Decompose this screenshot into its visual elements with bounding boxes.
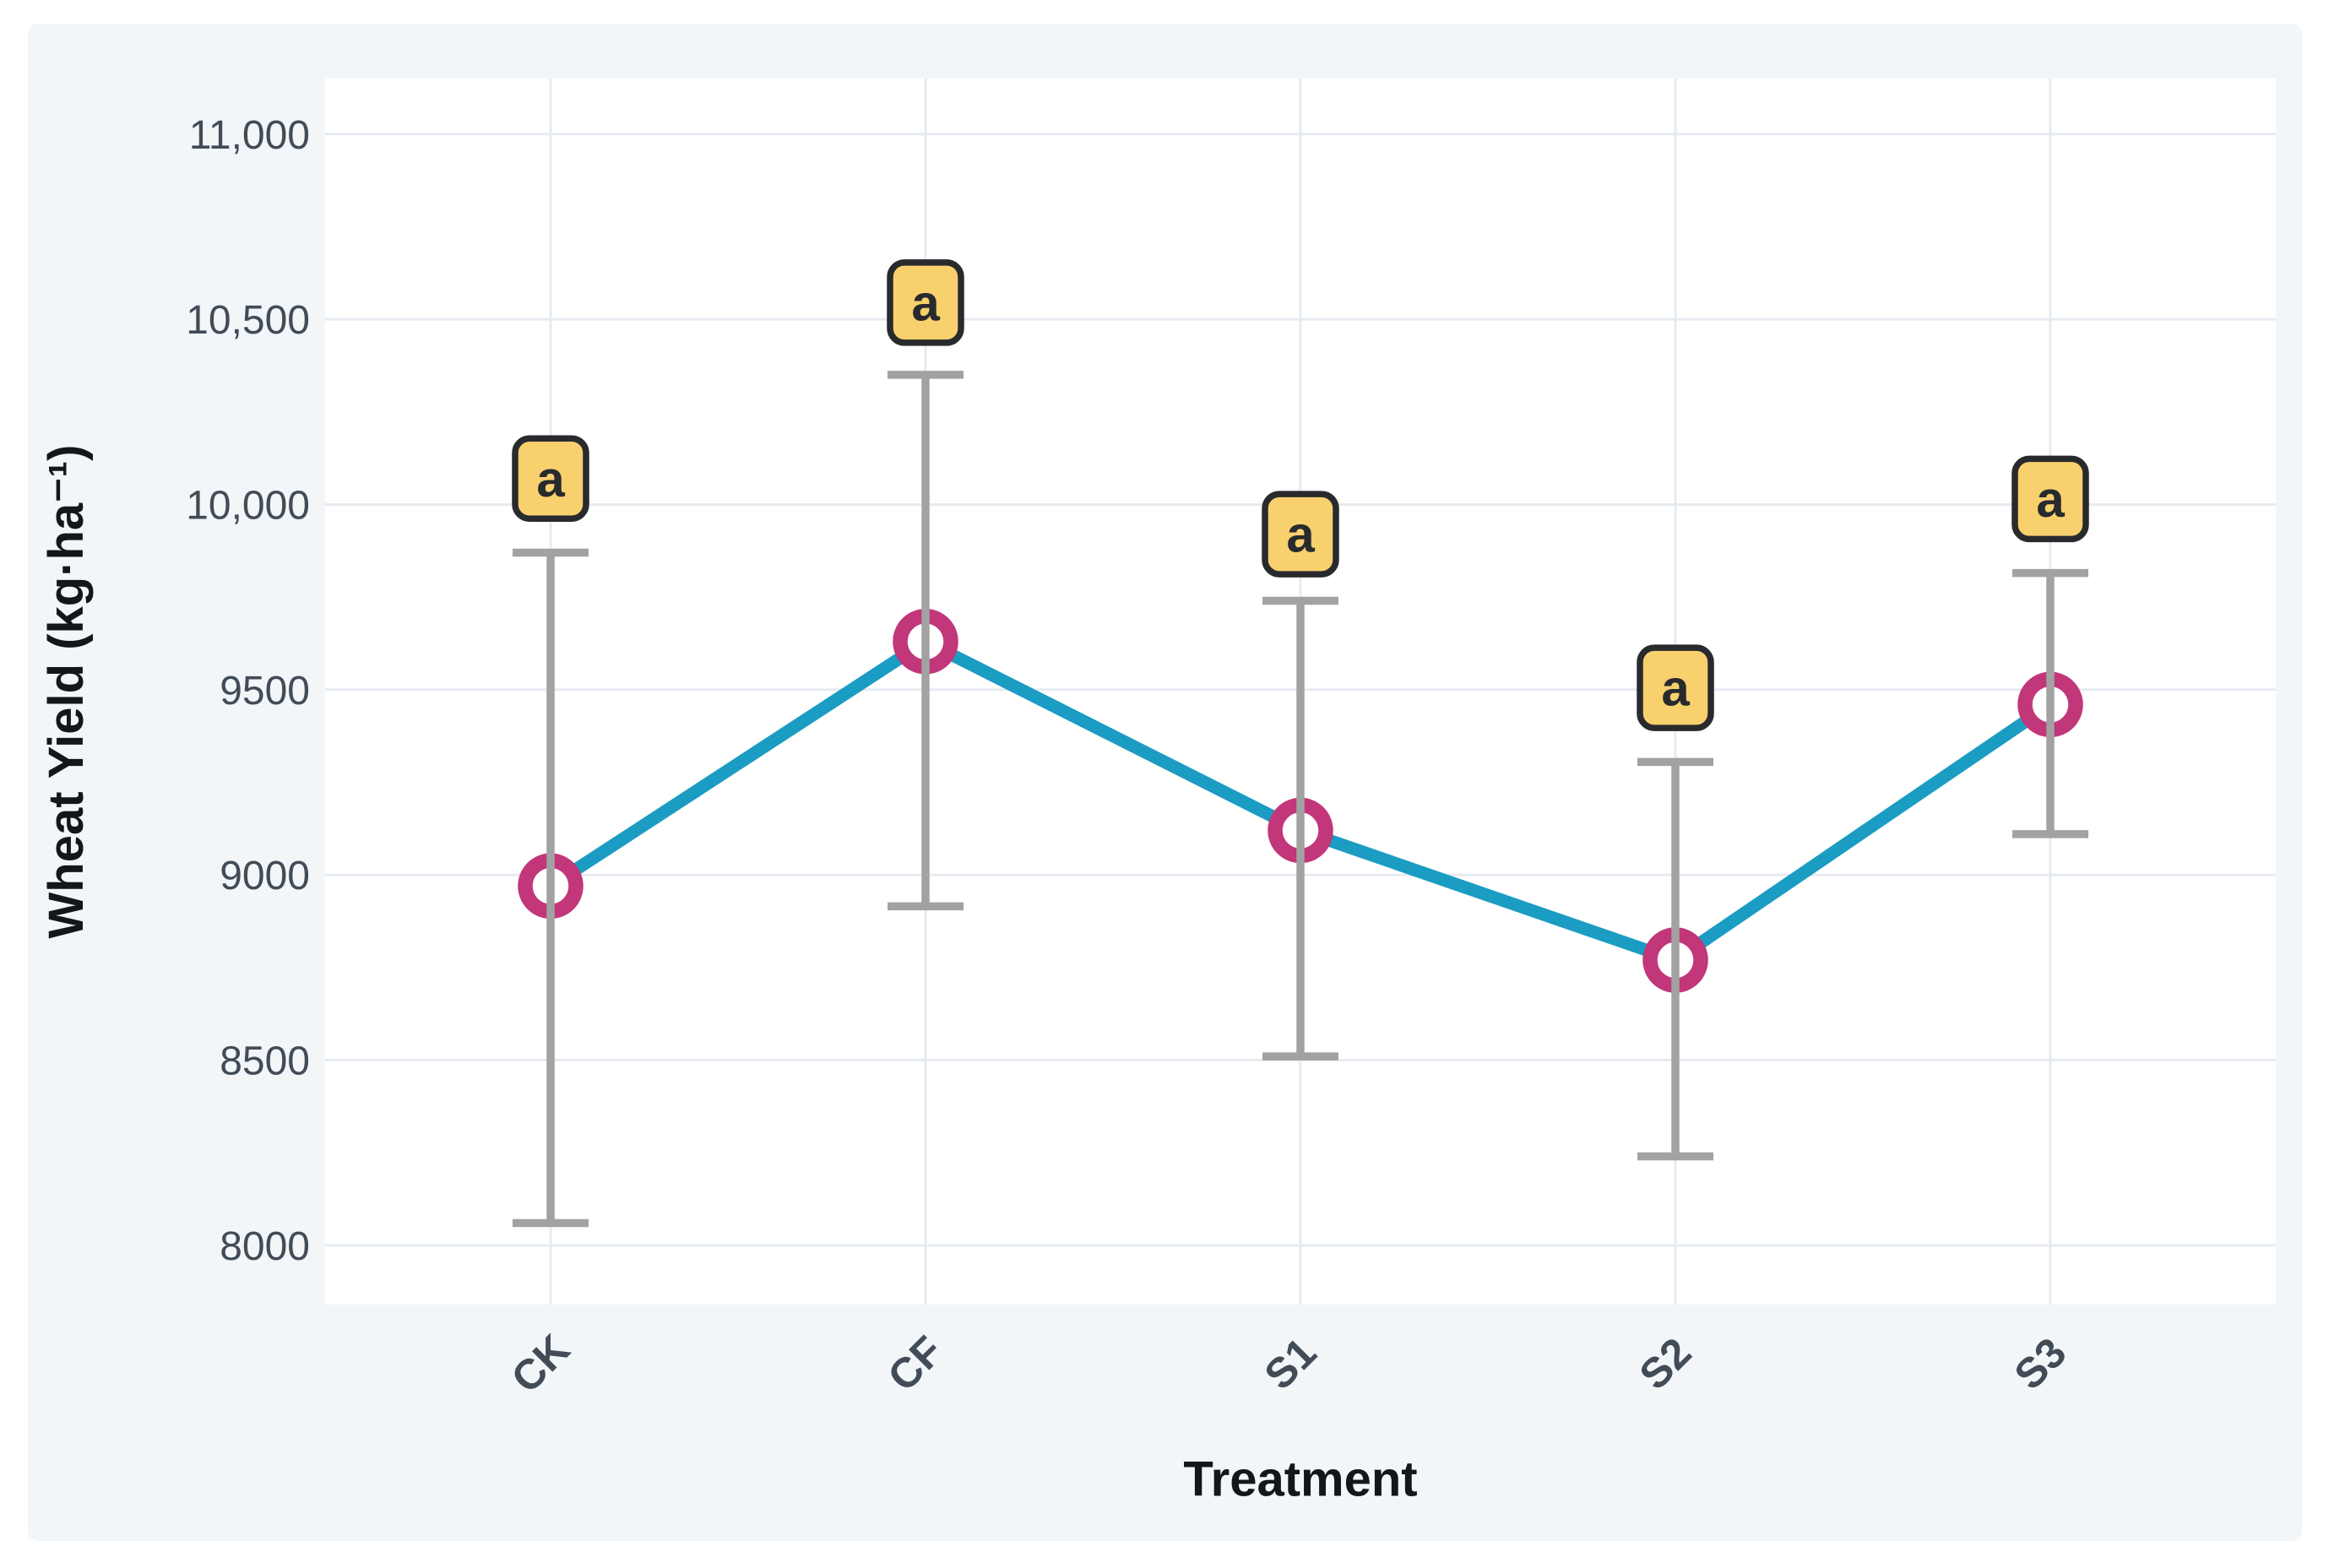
significance-label-text: a	[911, 274, 940, 331]
significance-label-box	[1262, 491, 1339, 578]
y-tick-label: 11,000	[189, 113, 310, 158]
significance-label-box	[1637, 644, 1714, 731]
y-tick-label: 9500	[220, 669, 310, 713]
significance-label-text: a	[1286, 507, 1315, 563]
significance-label-box	[887, 259, 964, 346]
y-tick-label: 8000	[220, 1224, 310, 1269]
y-tick-label: 10,000	[186, 483, 310, 528]
significance-label-text: a	[2036, 471, 2065, 528]
significance-label-box	[2011, 455, 2089, 543]
y-tick-label: 9000	[220, 854, 310, 898]
y-tick-label: 10,500	[186, 298, 310, 343]
x-axis-title: Treatment	[1183, 1451, 1418, 1507]
significance-label-text: a	[1661, 660, 1690, 717]
y-axis-title: Wheat Yield (kg·ha⁻¹)	[39, 444, 94, 939]
y-tick-label: 8500	[220, 1039, 310, 1083]
significance-label-box	[512, 435, 589, 523]
significance-label-text: a	[536, 451, 565, 507]
